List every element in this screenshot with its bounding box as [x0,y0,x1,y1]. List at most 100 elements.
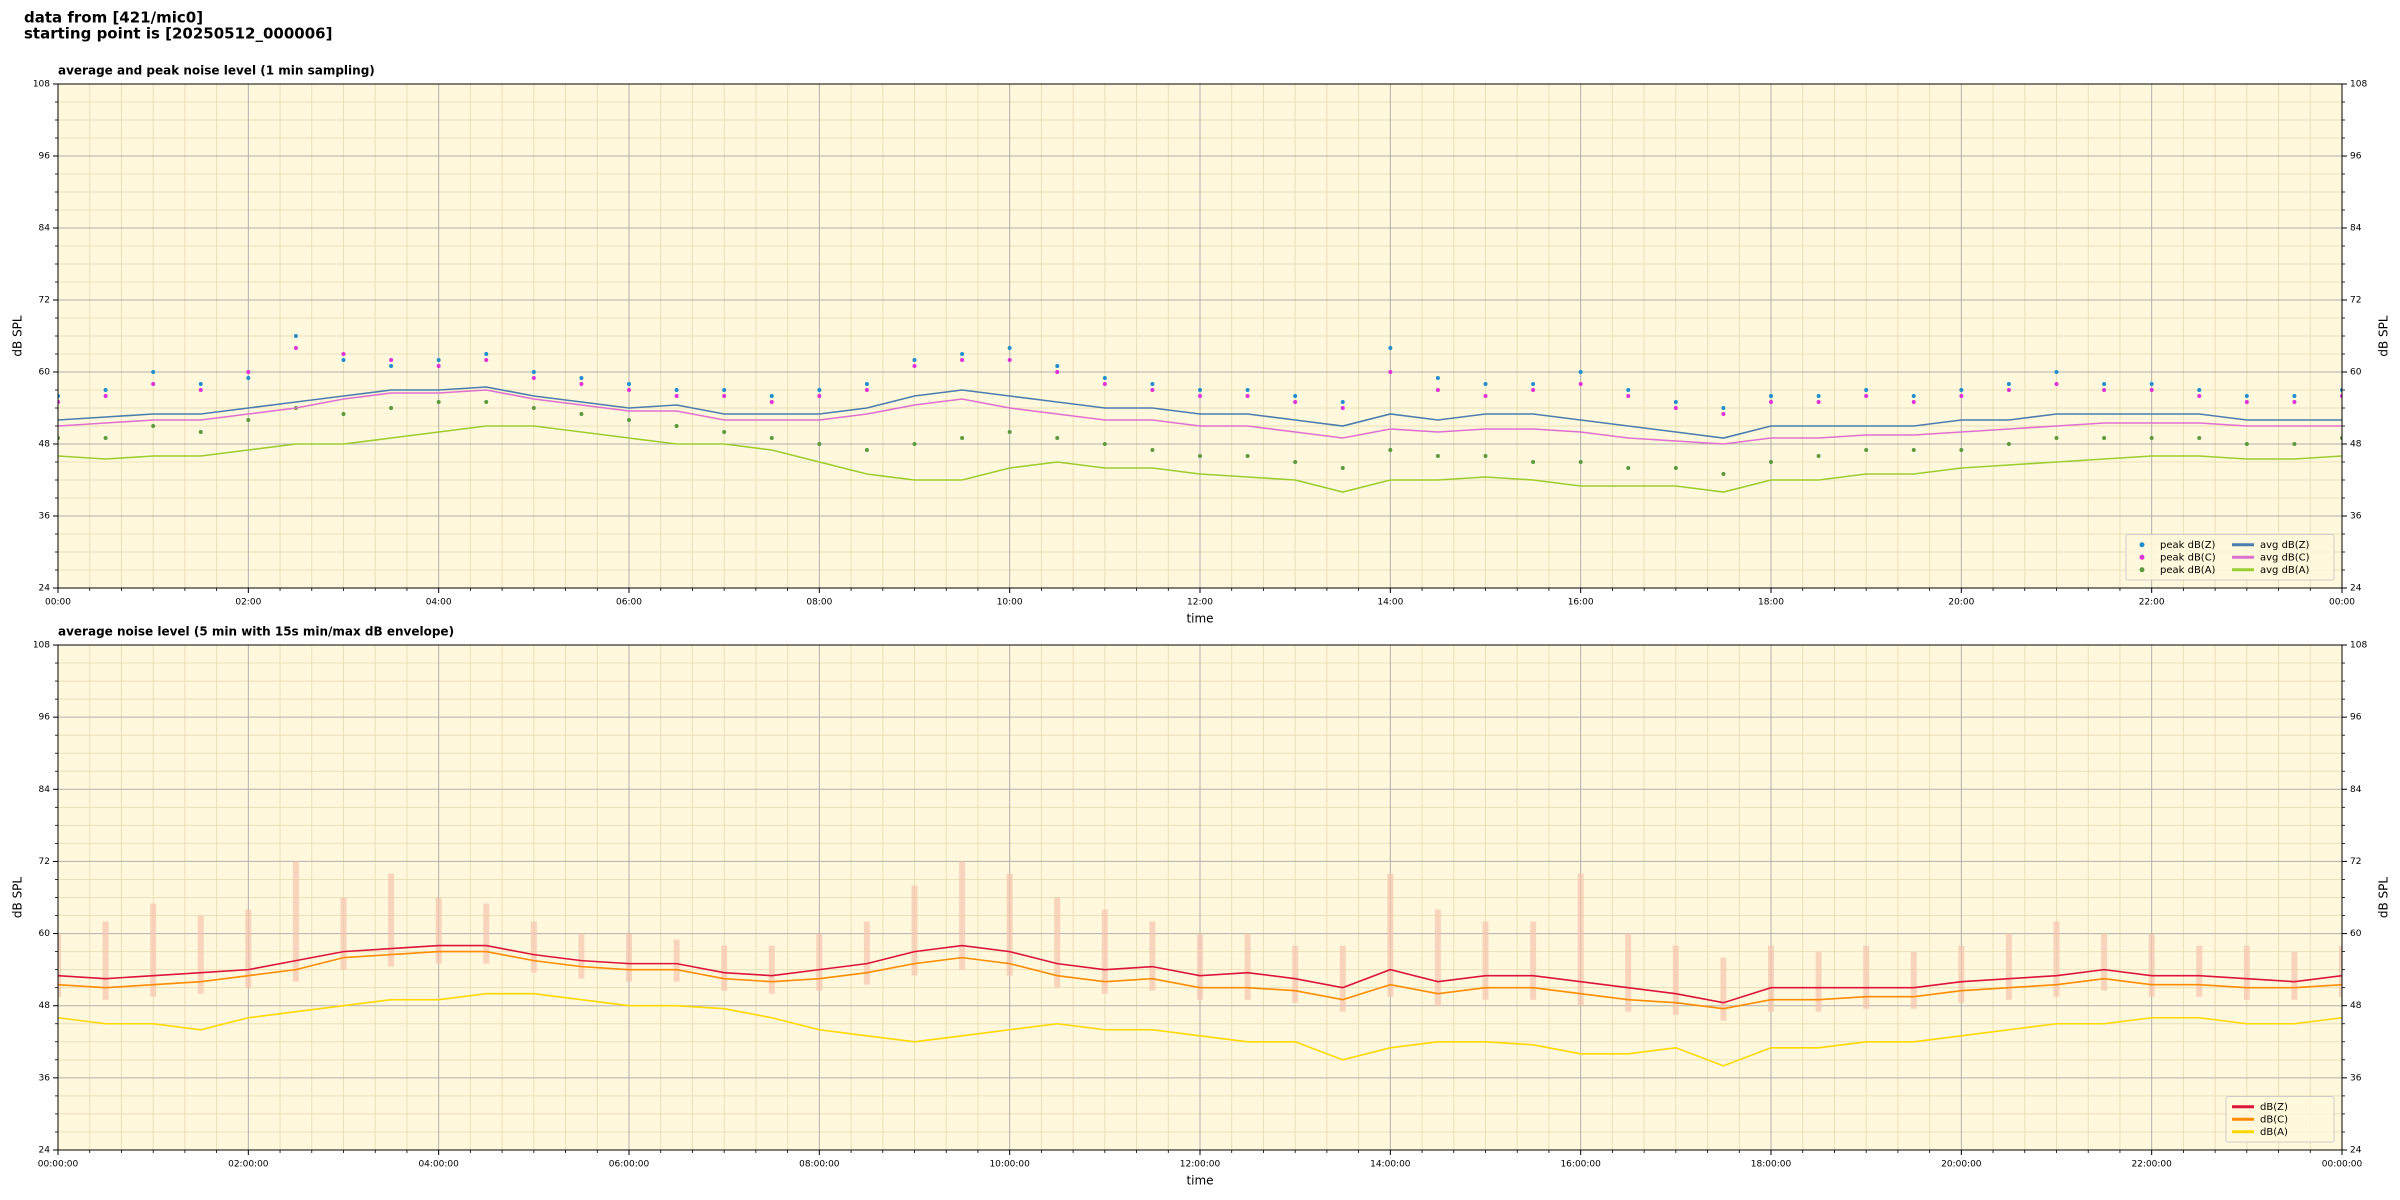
y-tick-label: 108 [33,80,50,90]
x-tick-label: 00:00:00 [38,1160,79,1170]
series-line [58,389,2342,445]
peak-point [1293,460,1298,464]
peak-point [1816,454,1821,458]
y-tick-label-right: 48 [2350,440,2362,450]
peak-point [2102,388,2107,392]
peak-point [1959,448,1964,452]
y-tick-label: 24 [39,584,51,594]
peak-point [1721,412,1726,416]
series-line [58,950,2342,1010]
x-tick-label: 00:00 [45,598,71,608]
peak-point [2244,394,2249,398]
peak-point [2006,442,2011,446]
peak-point [2149,436,2154,440]
chart-panel: 00:00 02:00 04:00 06:00 08:00 10:00 12:00 14:00… [11,64,2391,626]
x-tick-label: 10:00 [997,598,1023,608]
y-axis-label-right: dB SPL [2377,315,2391,357]
legend-label: dB(Z) [2260,1102,2288,1113]
peak-point [1388,448,1393,452]
y-tick-label-right: 96 [2350,713,2362,723]
legend-label: avg dB(A) [2260,565,2310,576]
y-tick-label: 60 [39,368,51,378]
peak-point [436,400,441,404]
x-tick-label: 00:00:00 [2322,1160,2363,1170]
peak-point [1483,382,1488,386]
y-tick-label: 72 [39,857,50,867]
legend-marker [2139,554,2145,560]
peak-point [151,424,156,428]
peak-point [1198,454,1202,458]
legend-label: peak dB(A) [2160,565,2216,576]
x-tick-label: 08:00:00 [799,1160,840,1170]
chart-title: average noise level (5 min with 15s min/… [58,625,454,639]
peak-point [579,376,584,380]
peak-point [2149,388,2154,392]
x-tick-label: 22:00 [2139,598,2165,608]
peak-point [436,358,441,362]
x-tick-label: 12:00:00 [1180,1160,1221,1170]
data-layer [58,861,2342,1067]
peak-point [389,406,394,410]
header-line: data from [421/mic0] [24,9,203,27]
peak-point [1055,436,1060,440]
peak-point [484,400,489,404]
peak-point [864,382,869,386]
x-tick-label: 06:00:00 [609,1160,650,1170]
peak-point [293,346,298,350]
y-tick-label: 48 [39,1001,51,1011]
peak-point [627,382,631,386]
peak-point [912,358,917,362]
peak-point [436,364,441,368]
y-tick-label: 36 [39,512,51,522]
y-tick-label: 108 [33,641,50,651]
y-tick-label: 72 [39,296,50,306]
peak-point [1769,394,1773,398]
y-tick-label-right: 60 [2350,929,2362,939]
y-tick-label: 96 [39,152,51,162]
x-tick-label: 14:00:00 [1370,1160,1411,1170]
legend-label: avg dB(C) [2260,552,2310,563]
y-tick-label: 96 [39,713,51,723]
peak-point [2292,400,2297,404]
peak-point [1626,466,1631,470]
x-tick-label: 10:00:00 [989,1160,1030,1170]
peak-point [1007,346,1012,350]
x-tick-label: 04:00 [426,598,452,608]
legend-marker [2139,542,2145,548]
peak-point [769,400,774,404]
peak-point [1911,400,1916,404]
peak-point [627,418,631,422]
peak-point [2006,382,2011,386]
y-tick-label-right: 24 [2350,1146,2362,1156]
peak-point [674,424,679,428]
peak-point [103,388,108,392]
peak-point [1007,430,1012,434]
legend-label: dB(A) [2260,1127,2288,1138]
y-tick-label-right: 108 [2350,641,2367,651]
peak-point [341,358,346,362]
peak-point [1673,400,1678,404]
x-tick-label: 12:00 [1187,598,1213,608]
peak-point [817,442,822,446]
peak-point [1483,394,1488,398]
peak-point [1531,382,1536,386]
peak-point [579,412,584,416]
peak-point [960,358,965,362]
x-tick-label: 00:00 [2329,598,2355,608]
peak-point [1673,406,1678,410]
peak-point [722,430,727,434]
peak-point [1198,394,1202,398]
peak-point [1864,394,1869,398]
peak-point [198,382,203,386]
peak-point [1245,454,1250,458]
peak-point [1578,460,1583,464]
x-tick-label: 06:00 [616,598,642,608]
peak-point [1769,460,1773,464]
peak-point [103,436,108,440]
header-line: starting point is [20250512_000006] [24,25,332,43]
y-tick-label-right: 72 [2350,857,2361,867]
peak-point [1102,382,1107,386]
peak-point [341,412,346,416]
peak-point [2197,394,2202,398]
peak-point [2292,394,2297,398]
